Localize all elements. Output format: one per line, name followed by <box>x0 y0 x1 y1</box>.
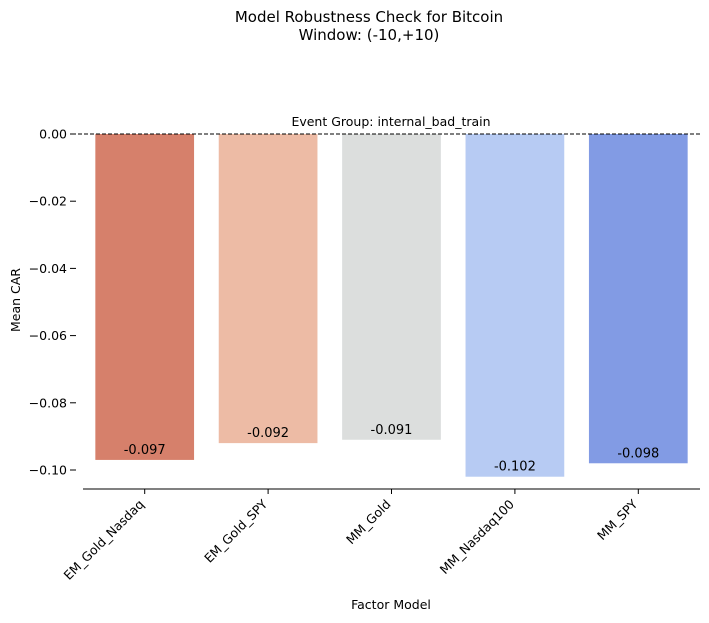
bars <box>95 134 688 477</box>
chart-title: Model Robustness Check for Bitcoin <box>235 8 503 26</box>
data-label-EM_Gold_SPY: -0.092 <box>247 426 289 441</box>
y-tick-label: −0.08 <box>29 395 67 410</box>
y-tick-label: −0.06 <box>29 328 67 343</box>
y-axis: 0.00 −0.02 −0.04 −0.06 −0.08 −0.10 <box>29 127 76 478</box>
data-labels: -0.097 -0.092 -0.091 -0.102 -0.098 <box>124 423 660 475</box>
data-label-MM_Nasdaq100: -0.102 <box>494 460 536 475</box>
chart-subtitle: Window: (-10,+10) <box>299 26 440 44</box>
panel-title: Event Group: internal_bad_train <box>291 114 490 129</box>
data-label-MM_Gold: -0.091 <box>371 423 413 438</box>
x-tick-label-EM_Gold_Nasdaq: EM_Gold_Nasdaq <box>61 497 147 583</box>
x-tick-label-MM_Nasdaq100: MM_Nasdaq100 <box>437 496 517 576</box>
y-axis-label: Mean CAR <box>8 268 23 332</box>
y-tick-label: −0.10 <box>29 463 67 478</box>
data-label-MM_SPY: -0.098 <box>617 446 659 461</box>
y-tick-label: 0.00 <box>39 127 67 142</box>
bar-MM_Gold <box>342 134 441 440</box>
x-axis-label: Factor Model <box>351 597 431 612</box>
bar-EM_Gold_Nasdaq <box>95 134 195 460</box>
bar-MM_SPY <box>588 134 688 464</box>
x-axis: EM_Gold_Nasdaq EM_Gold_SPY MM_Gold MM_Nasda… <box>61 489 641 583</box>
y-tick-label: −0.04 <box>29 261 67 276</box>
y-tick-label: −0.02 <box>29 194 67 209</box>
x-tick-label-MM_SPY: MM_SPY <box>594 496 641 543</box>
bar-EM_Gold_SPY <box>218 134 318 444</box>
bar-MM_Nasdaq100 <box>465 134 565 477</box>
x-tick-label-MM_Gold: MM_Gold <box>343 497 394 548</box>
data-label-EM_Gold_Nasdaq: -0.097 <box>124 443 166 458</box>
x-tick-label-EM_Gold_SPY: EM_Gold_SPY <box>201 496 270 565</box>
